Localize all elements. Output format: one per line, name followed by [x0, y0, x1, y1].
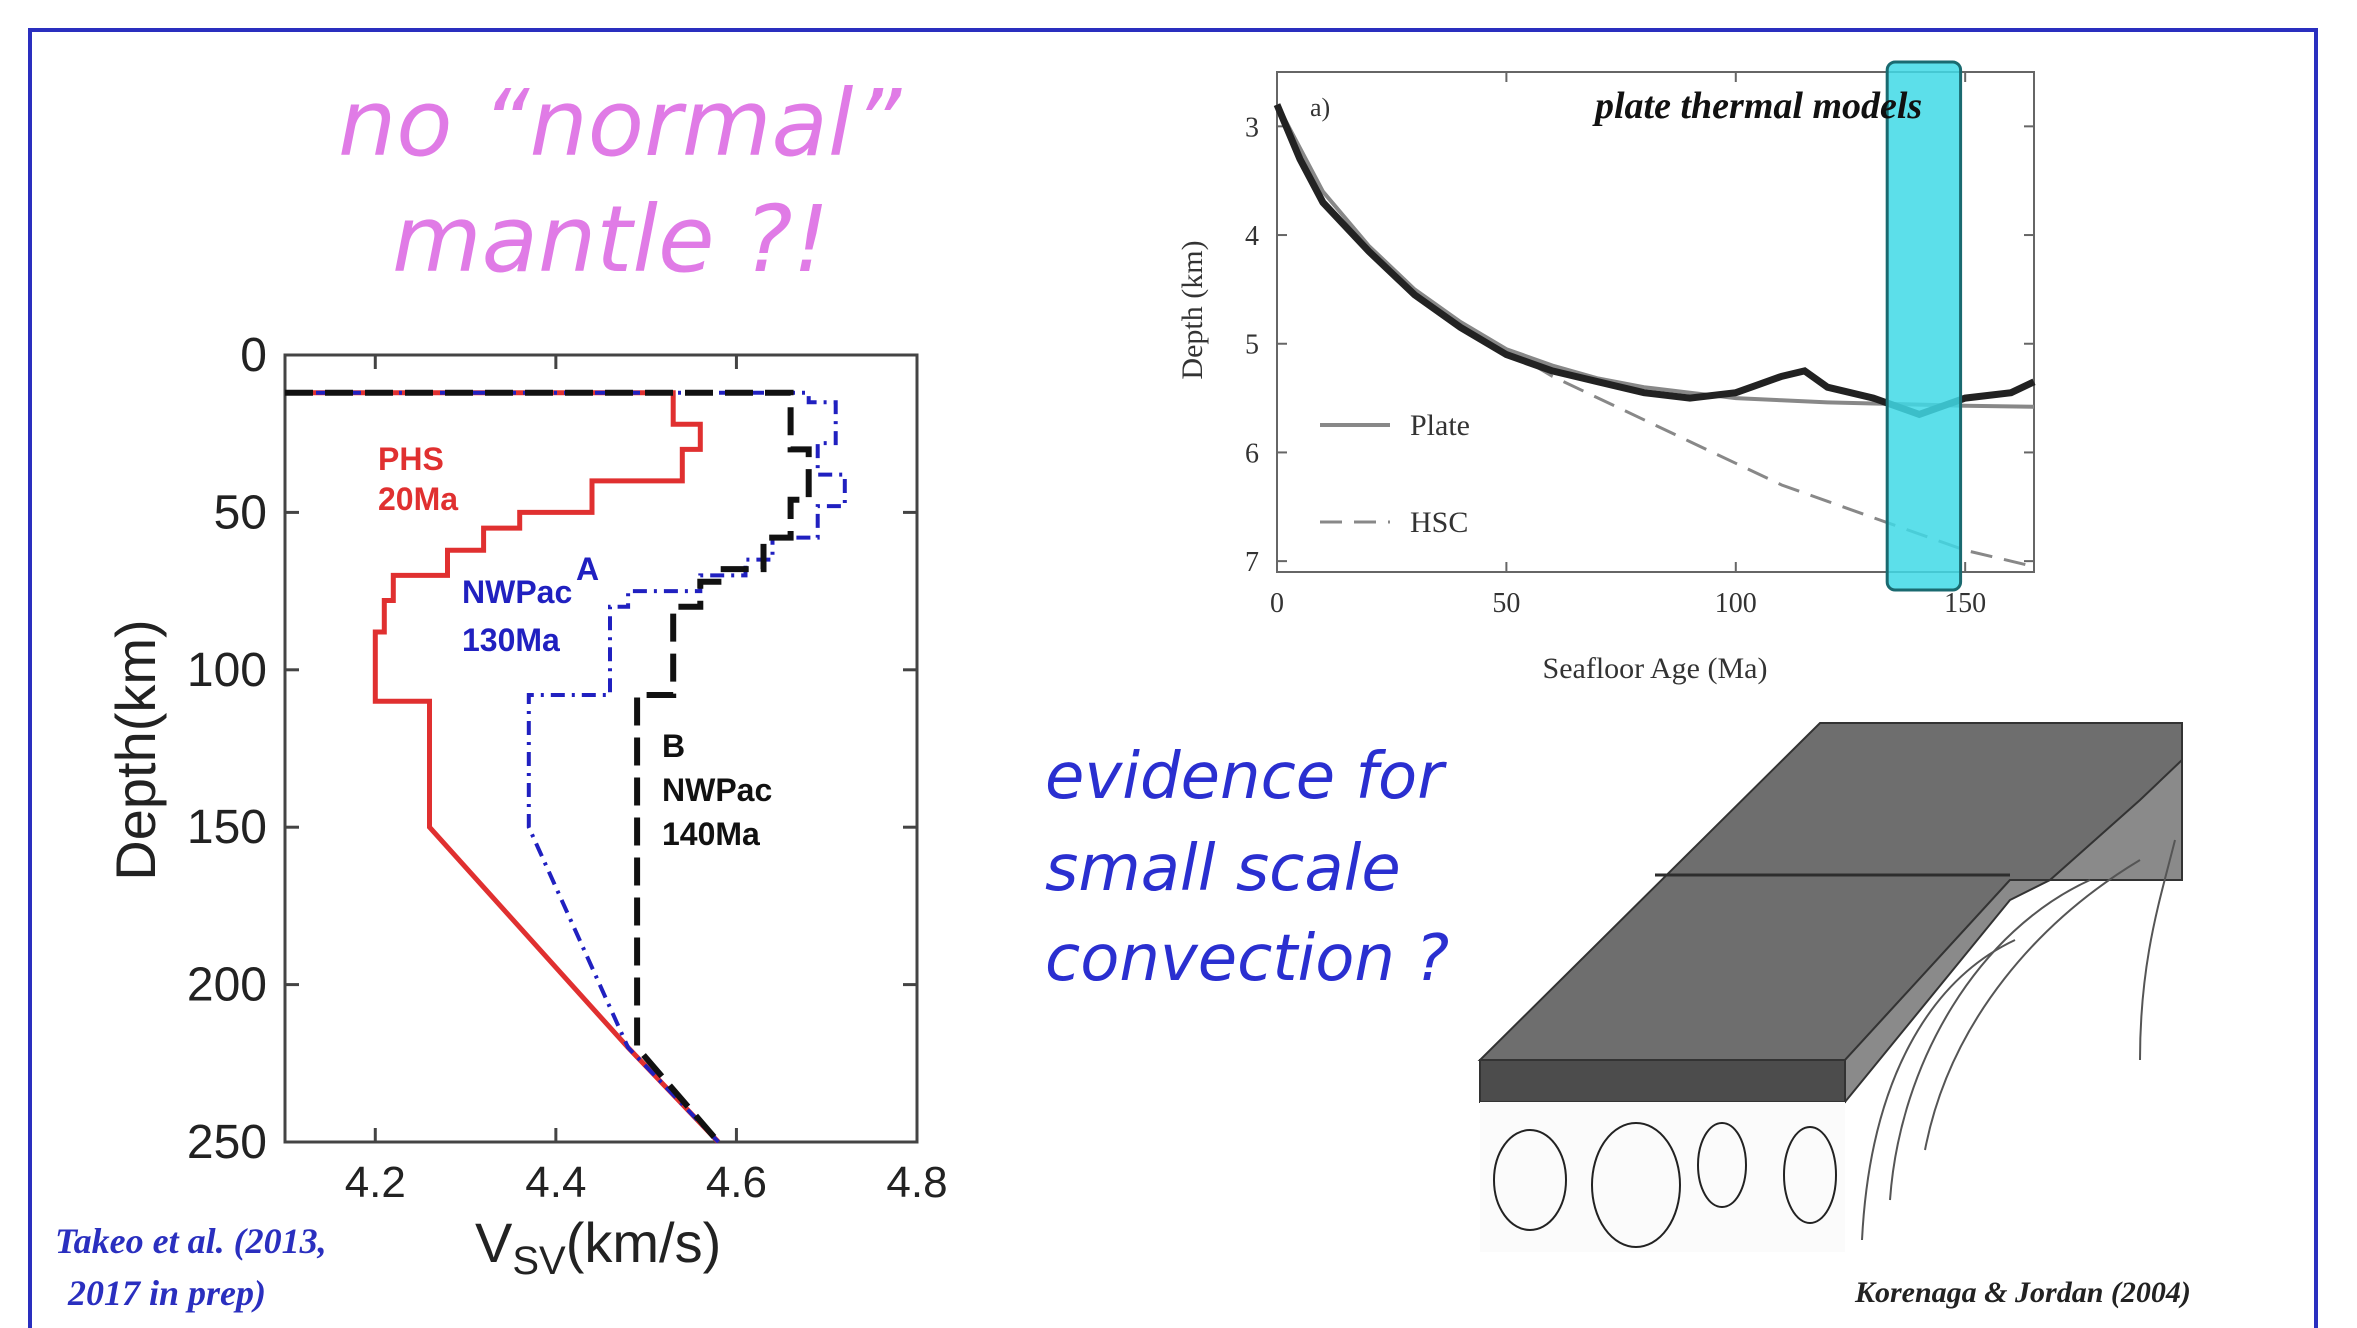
evidence-line-1: evidence for: [1045, 740, 1444, 814]
chart2-xtick-label: 50: [1492, 588, 1520, 619]
chart1-ytick-label: 50: [214, 486, 267, 539]
convection-cell: [1697, 1122, 1747, 1208]
lithosphere-slab-front: [1479, 1059, 1846, 1103]
chart2-legend-label: Plate: [1410, 409, 1470, 442]
chart1-xtick-label: 4.8: [886, 1158, 947, 1207]
chart1-ylabel: Depth(km): [104, 619, 167, 880]
chart2-ytick-label: 7: [1245, 547, 1259, 578]
chart2-xtick-label: 0: [1270, 588, 1284, 619]
chart1-series-label: NWPac: [462, 574, 572, 610]
chart1-frame: [283, 353, 919, 1144]
chart1-ytick-label: 100: [187, 644, 267, 697]
chart1-series-line: [285, 389, 812, 1144]
chart2-title: plate thermal models: [1592, 85, 1922, 127]
chart1-series-label: B: [662, 728, 685, 764]
chart1-series-label: NWPac: [662, 772, 772, 808]
citation-takeo-line-1: Takeo et al. (2013,: [55, 1221, 327, 1261]
chart1-series-label: 20Ma: [378, 481, 458, 517]
flow-line: [1889, 879, 2091, 1201]
flow-line: [1861, 939, 2016, 1241]
lithosphere-slab-side: [1844, 757, 2183, 1105]
citation-korenaga-jordan: Korenaga & Jordan (2004): [1855, 1276, 2191, 1309]
chart1-series-line: [285, 390, 847, 1144]
convection-cell: [1493, 1129, 1567, 1231]
chart2-panel-label: a): [1310, 93, 1330, 122]
chart2-xtick-label: 100: [1715, 588, 1757, 619]
convection-cell: [1591, 1122, 1681, 1248]
age-highlight-band: [1885, 60, 1963, 592]
chart1-xlabel: VSV(km/s): [475, 1211, 721, 1283]
flow-line: [2139, 839, 2176, 1061]
slide-title-line-1: no “normal”: [338, 70, 902, 177]
evidence-line-3: convection ?: [1045, 922, 1450, 996]
convection-cells: [1493, 839, 2176, 1248]
chart1-series-label: A: [576, 551, 599, 587]
chart1-ytick-label: 250: [187, 1116, 267, 1169]
chart2-xlabel: Seafloor Age (Ma): [1543, 652, 1768, 685]
flow-line: [1924, 859, 2141, 1151]
chart1-series-label: 130Ma: [462, 622, 560, 658]
evidence-line-2: small scale: [1045, 832, 1401, 906]
chart2-legend-label: HSC: [1410, 506, 1468, 539]
chart1-series-label: 140Ma: [662, 816, 760, 852]
chart1-xtick-label: 4.6: [706, 1158, 767, 1207]
chart2-xtick-label: 150: [1944, 588, 1986, 619]
chart1-series-label: PHS: [378, 441, 444, 477]
convection-cell: [1783, 1126, 1837, 1224]
chart1-series-line: [285, 390, 721, 1144]
chart1-ytick-label: 150: [187, 801, 267, 854]
chart2-ytick-label: 4: [1245, 221, 1259, 252]
chart2-ylabel: Depth (km): [1176, 240, 1209, 379]
chart2-ytick-label: 3: [1245, 112, 1259, 143]
lithosphere-slab-top: [1477, 722, 2183, 1061]
chart2-ytick-label: 5: [1245, 330, 1259, 361]
chart1-xtick-label: 4.4: [525, 1158, 586, 1207]
chart1-ytick-label: 0: [240, 329, 267, 382]
citation-takeo-line-2: 2017 in prep): [68, 1273, 266, 1313]
chart1-xtick-label: 4.2: [345, 1158, 406, 1207]
chart1-ytick-label: 200: [187, 959, 267, 1012]
slide-title-line-2: mantle ?!: [392, 186, 830, 293]
chart2-ytick-label: 6: [1245, 438, 1259, 469]
